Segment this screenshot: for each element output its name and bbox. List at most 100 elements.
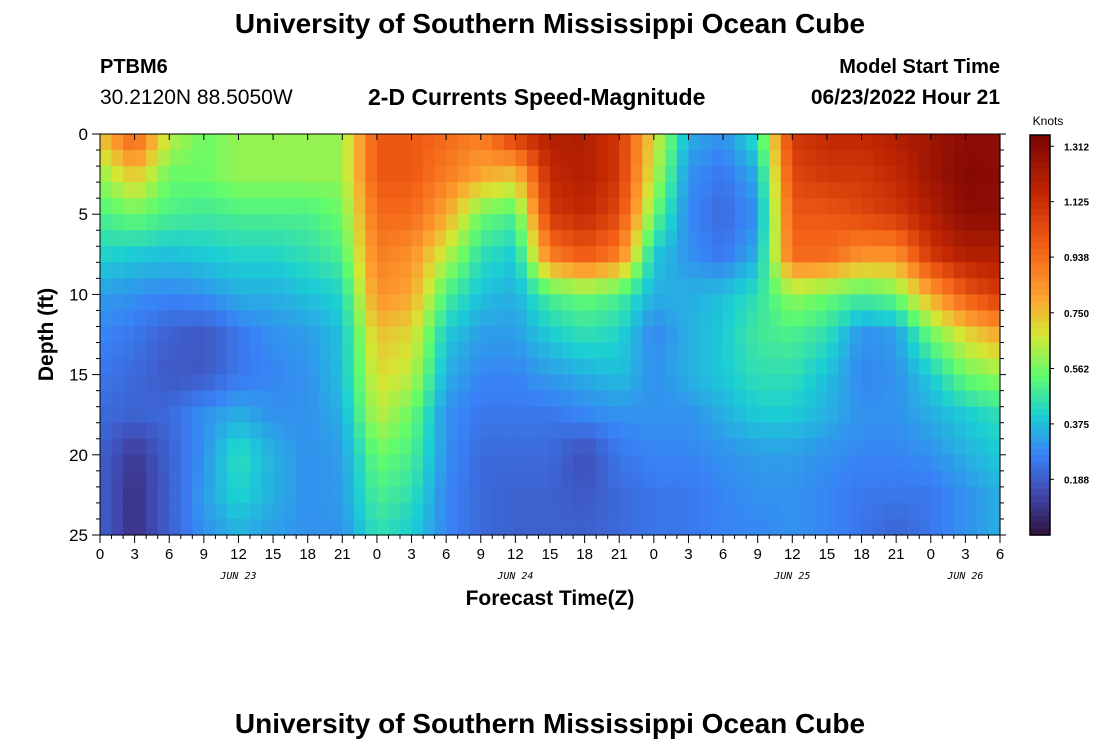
heatmap-cell [376, 390, 390, 408]
heatmap-cell [446, 470, 459, 488]
heatmap-cell [700, 470, 713, 488]
heatmap-cell [261, 486, 274, 504]
heatmap-cell [100, 374, 113, 392]
heatmap-cell [884, 518, 897, 536]
heatmap-cell [976, 502, 990, 520]
heatmap-cell [319, 454, 332, 472]
heatmap-cell [180, 518, 193, 536]
heatmap-cell [930, 406, 943, 424]
heatmap-cell [780, 246, 793, 263]
heatmap-cell [976, 454, 990, 472]
heatmap-cell [469, 166, 482, 183]
colorbar-tick-label: 0.375 [1064, 420, 1089, 431]
heatmap-cell [711, 358, 724, 376]
heatmap-cell [942, 310, 955, 328]
heatmap-cell [400, 262, 413, 279]
heatmap-cell [757, 342, 770, 360]
heatmap-cell [815, 230, 828, 247]
heatmap-cell [100, 230, 113, 247]
heatmap-cell [769, 262, 782, 279]
heatmap-cell [642, 358, 655, 376]
heatmap-cell [342, 246, 355, 263]
heatmap-cell [446, 342, 459, 360]
heatmap-cell [284, 262, 297, 279]
heatmap-cell [526, 294, 540, 312]
heatmap-cell [596, 438, 609, 456]
heatmap-cell [965, 422, 978, 440]
heatmap-cell [561, 246, 574, 263]
heatmap-cell [365, 214, 378, 231]
heatmap-cell [584, 454, 597, 472]
heatmap-cell [561, 374, 574, 392]
heatmap-cell [515, 342, 528, 360]
heatmap-cell [480, 438, 493, 456]
heatmap-cell [711, 454, 724, 472]
heatmap-cell [953, 230, 966, 247]
heatmap-cell [238, 342, 251, 360]
heatmap-cell [919, 502, 932, 520]
heatmap-cell [123, 134, 136, 151]
heatmap-cell [134, 486, 147, 504]
heatmap-cell [457, 486, 470, 504]
heatmap-cell [226, 134, 240, 151]
heatmap-cell [700, 422, 713, 440]
heatmap-cell [757, 422, 770, 440]
heatmap-cell [861, 454, 874, 472]
heatmap-cell [723, 486, 736, 504]
y-axis-label: Depth (ft) [35, 288, 58, 381]
heatmap-cell [884, 134, 897, 151]
heatmap-cell [607, 470, 620, 488]
heatmap-cell [676, 278, 690, 295]
heatmap-cell [734, 486, 747, 504]
heatmap-cell [884, 198, 897, 215]
heatmap-cell [653, 486, 666, 504]
heatmap-cell [757, 262, 770, 279]
heatmap-cell [850, 310, 863, 328]
heatmap-cell [630, 454, 643, 472]
heatmap-cell [653, 150, 666, 167]
heatmap-cell [884, 486, 897, 504]
heatmap-cell [538, 342, 551, 360]
colorbar-segment [1030, 508, 1050, 516]
heatmap-cell [653, 310, 666, 328]
heatmap-cell [388, 246, 401, 263]
colorbar-segment [1030, 261, 1050, 269]
heatmap-cell [250, 454, 263, 472]
heatmap-cell [665, 470, 678, 488]
heatmap-cell [203, 278, 216, 295]
heatmap-cell [734, 214, 747, 231]
heatmap-cell [584, 262, 597, 279]
heatmap-cell [596, 246, 609, 263]
heatmap-cell [919, 134, 932, 151]
heatmap-cell [469, 294, 482, 312]
x-tick-label: 0 [373, 546, 381, 563]
heatmap-cell [607, 502, 620, 520]
heatmap-cell [146, 230, 159, 247]
heatmap-cell [238, 230, 251, 247]
heatmap-cell [826, 438, 840, 456]
x-tick-label: 9 [477, 546, 485, 563]
heatmap-cell [815, 454, 828, 472]
heatmap-cell [584, 198, 597, 215]
heatmap-cell [526, 470, 540, 488]
heatmap-cell [215, 374, 228, 392]
heatmap-cell [284, 278, 297, 295]
x-tick-label: 9 [200, 546, 208, 563]
heatmap-cell [261, 182, 274, 199]
heatmap-cell [757, 310, 770, 328]
heatmap-cell [919, 198, 932, 215]
heatmap-cell [480, 502, 493, 520]
heatmap-cell [838, 358, 851, 376]
colorbar-segment [1030, 321, 1050, 329]
heatmap-cell [388, 230, 401, 247]
heatmap-cell [250, 502, 263, 520]
heatmap-cell [123, 182, 136, 199]
heatmap-cell [400, 502, 413, 520]
heatmap-cell [619, 294, 632, 312]
heatmap-cell [780, 166, 793, 183]
heatmap-cell [330, 502, 343, 520]
heatmap-cell [780, 198, 793, 215]
colorbar-segment [1030, 488, 1050, 496]
x-tick-label: 12 [784, 546, 801, 563]
heatmap-cell [146, 294, 159, 312]
